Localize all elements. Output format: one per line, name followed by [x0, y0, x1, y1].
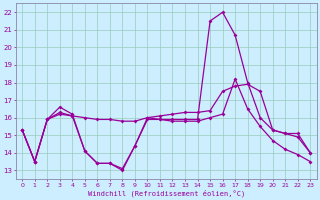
X-axis label: Windchill (Refroidissement éolien,°C): Windchill (Refroidissement éolien,°C) — [88, 189, 245, 197]
